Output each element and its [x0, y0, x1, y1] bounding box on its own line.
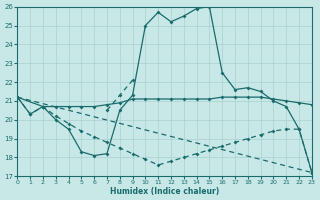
X-axis label: Humidex (Indice chaleur): Humidex (Indice chaleur) — [110, 187, 219, 196]
